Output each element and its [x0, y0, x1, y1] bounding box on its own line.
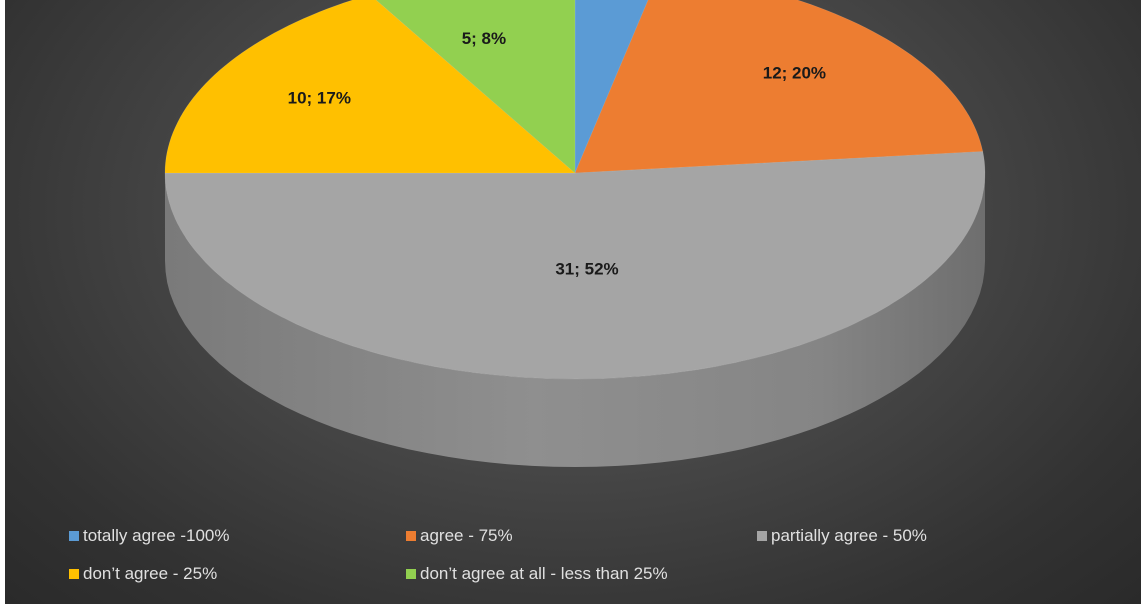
- data-label-3: 10; 17%: [288, 88, 351, 107]
- chart-area: 2; 3%12; 20%31; 52%10; 17%5; 8% totally …: [5, 0, 1141, 604]
- legend-swatch: [406, 569, 416, 579]
- legend-swatch: [406, 531, 416, 541]
- pie-top: [164, 0, 986, 380]
- legend-label: partially agree - 50%: [771, 526, 927, 545]
- pie-chart: 2; 3%12; 20%31; 52%10; 17%5; 8%: [164, 0, 986, 467]
- data-label-2: 31; 52%: [555, 259, 618, 278]
- legend-item-dont-agree: don’t agree - 25%: [69, 564, 217, 584]
- pie-slice-3: [164, 0, 576, 174]
- pie-slice-4: [375, 0, 576, 174]
- legend-label: totally agree -100%: [83, 526, 230, 545]
- data-label-4: 5; 8%: [462, 29, 506, 48]
- pie-side-wall: [165, 173, 985, 467]
- legend-swatch: [69, 531, 79, 541]
- pie-slice-1: [574, 0, 984, 174]
- legend-item-totally-agree: totally agree -100%: [69, 526, 229, 546]
- legend-label: don’t agree at all - less than 25%: [420, 564, 668, 583]
- legend-swatch: [69, 569, 79, 579]
- pie-data-labels: 2; 3%12; 20%31; 52%10; 17%5; 8%: [288, 29, 826, 278]
- pie-slice-2: [164, 151, 986, 380]
- legend-swatch: [757, 531, 767, 541]
- legend: totally agree -100% agree - 75% partiall…: [69, 526, 1069, 596]
- legend-label: agree - 75%: [420, 526, 513, 545]
- legend-item-partially-agree: partially agree - 50%: [757, 526, 927, 546]
- legend-label: don’t agree - 25%: [83, 564, 218, 583]
- pie-slice-0: [574, 0, 649, 174]
- data-label-1: 12; 20%: [763, 63, 826, 82]
- pie-side-segment: [165, 173, 985, 467]
- legend-item-dont-agree-at-all: don’t agree at all - less than 25%: [406, 564, 668, 584]
- legend-item-agree: agree - 75%: [406, 526, 513, 546]
